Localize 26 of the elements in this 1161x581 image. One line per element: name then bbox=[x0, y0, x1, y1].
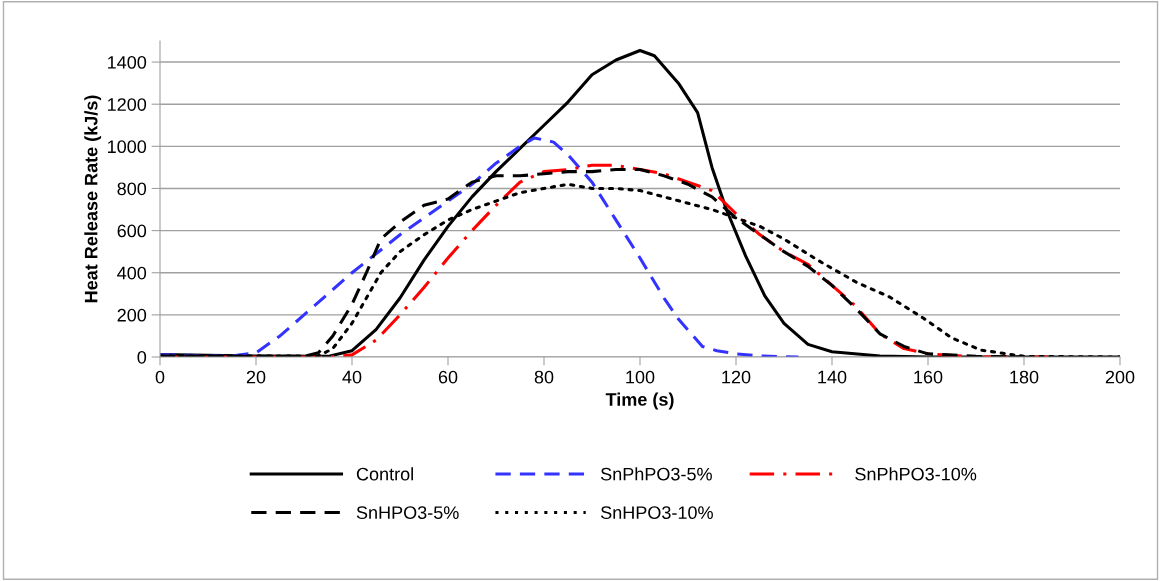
y-tick-label: 1000 bbox=[108, 140, 147, 154]
x-tick-label: 20 bbox=[246, 370, 266, 384]
legend-label: SnPhPO3-5% bbox=[600, 467, 712, 481]
x-tick-label: 180 bbox=[1010, 370, 1039, 384]
y-tick-label: 1400 bbox=[108, 56, 147, 69]
y-tick-label: 400 bbox=[117, 266, 147, 280]
x-tick-label: 140 bbox=[818, 370, 847, 384]
y-tick-label: 800 bbox=[117, 182, 147, 196]
x-tick-label: 80 bbox=[534, 370, 554, 384]
y-axis-title: Heat Release Rate (kJ/s) bbox=[84, 95, 102, 303]
x-tick-label: 120 bbox=[722, 370, 751, 384]
x-tick-label: 60 bbox=[438, 370, 458, 384]
legend-label: SnHPO3-5% bbox=[356, 506, 459, 520]
legend-label: SnPhPO3-10% bbox=[855, 467, 977, 481]
x-tick-label: 0 bbox=[155, 370, 165, 384]
y-tick-label: 200 bbox=[117, 308, 147, 322]
y-tick-label: 0 bbox=[137, 350, 147, 364]
legend-label: SnHPO3-10% bbox=[600, 506, 713, 520]
legend-label: Control bbox=[356, 467, 413, 481]
y-tick-label: 1200 bbox=[108, 98, 147, 111]
x-tick-label: 200 bbox=[1105, 370, 1135, 384]
x-tick-label: 40 bbox=[342, 370, 362, 384]
y-tick-label: 600 bbox=[117, 224, 147, 238]
x-axis-title: Time (s) bbox=[605, 392, 674, 410]
x-tick-label: 100 bbox=[626, 370, 655, 384]
x-tick-label: 160 bbox=[914, 370, 943, 384]
